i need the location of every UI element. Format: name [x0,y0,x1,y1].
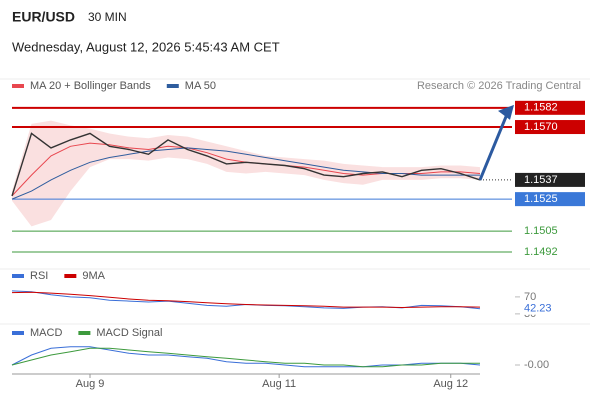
legend-label: MA 50 [185,80,216,92]
y-tick-label: 70 [524,291,536,303]
rsi-value-label: 42.23 [524,303,552,315]
level-label: 1.1505 [524,225,558,237]
timestamp: Wednesday, August 12, 2026 5:45:43 AM CE… [12,39,280,54]
legend-swatch [78,331,91,335]
interval: 30 MIN [88,10,127,24]
level-box [515,120,585,135]
legend-swatch [12,331,24,335]
y-tick-label: -0.00 [524,359,549,371]
target-arrow [478,111,510,181]
level-box [515,100,585,115]
level-label: 1.1582 [524,102,558,114]
level-label: 1.1525 [524,193,558,205]
x-tick-label: Aug 9 [76,378,105,390]
level-label: 1.1492 [524,246,558,258]
legend-label: 9MA [82,270,105,282]
indicator-line [11,147,480,200]
level-label: 1.1570 [524,121,558,133]
legend-label: MA 20 + Bollinger Bands [30,80,151,92]
bollinger-band [12,120,480,227]
x-tick-label: Aug 11 [262,378,296,390]
indicator-line [11,291,481,309]
price-line [11,132,481,197]
legend-swatch [64,274,77,278]
current-price-box [515,172,585,187]
level-box [515,192,585,207]
symbol: EUR/USD [12,9,75,25]
target-arrow-head [498,104,514,120]
legend-swatch [166,84,179,88]
rsi-value-bg [520,302,560,315]
indicator-line [11,347,480,368]
source: Research © 2026 Trading Central [417,80,581,92]
legend-label: RSI [30,270,48,282]
current-price-label: 1.1537 [524,174,558,186]
legend-label: MACD [30,327,62,339]
legend-label: MACD Signal [96,327,162,339]
legend-swatch [12,274,24,278]
x-tick-label: Aug 12 [433,378,468,390]
legend-swatch [12,84,24,88]
